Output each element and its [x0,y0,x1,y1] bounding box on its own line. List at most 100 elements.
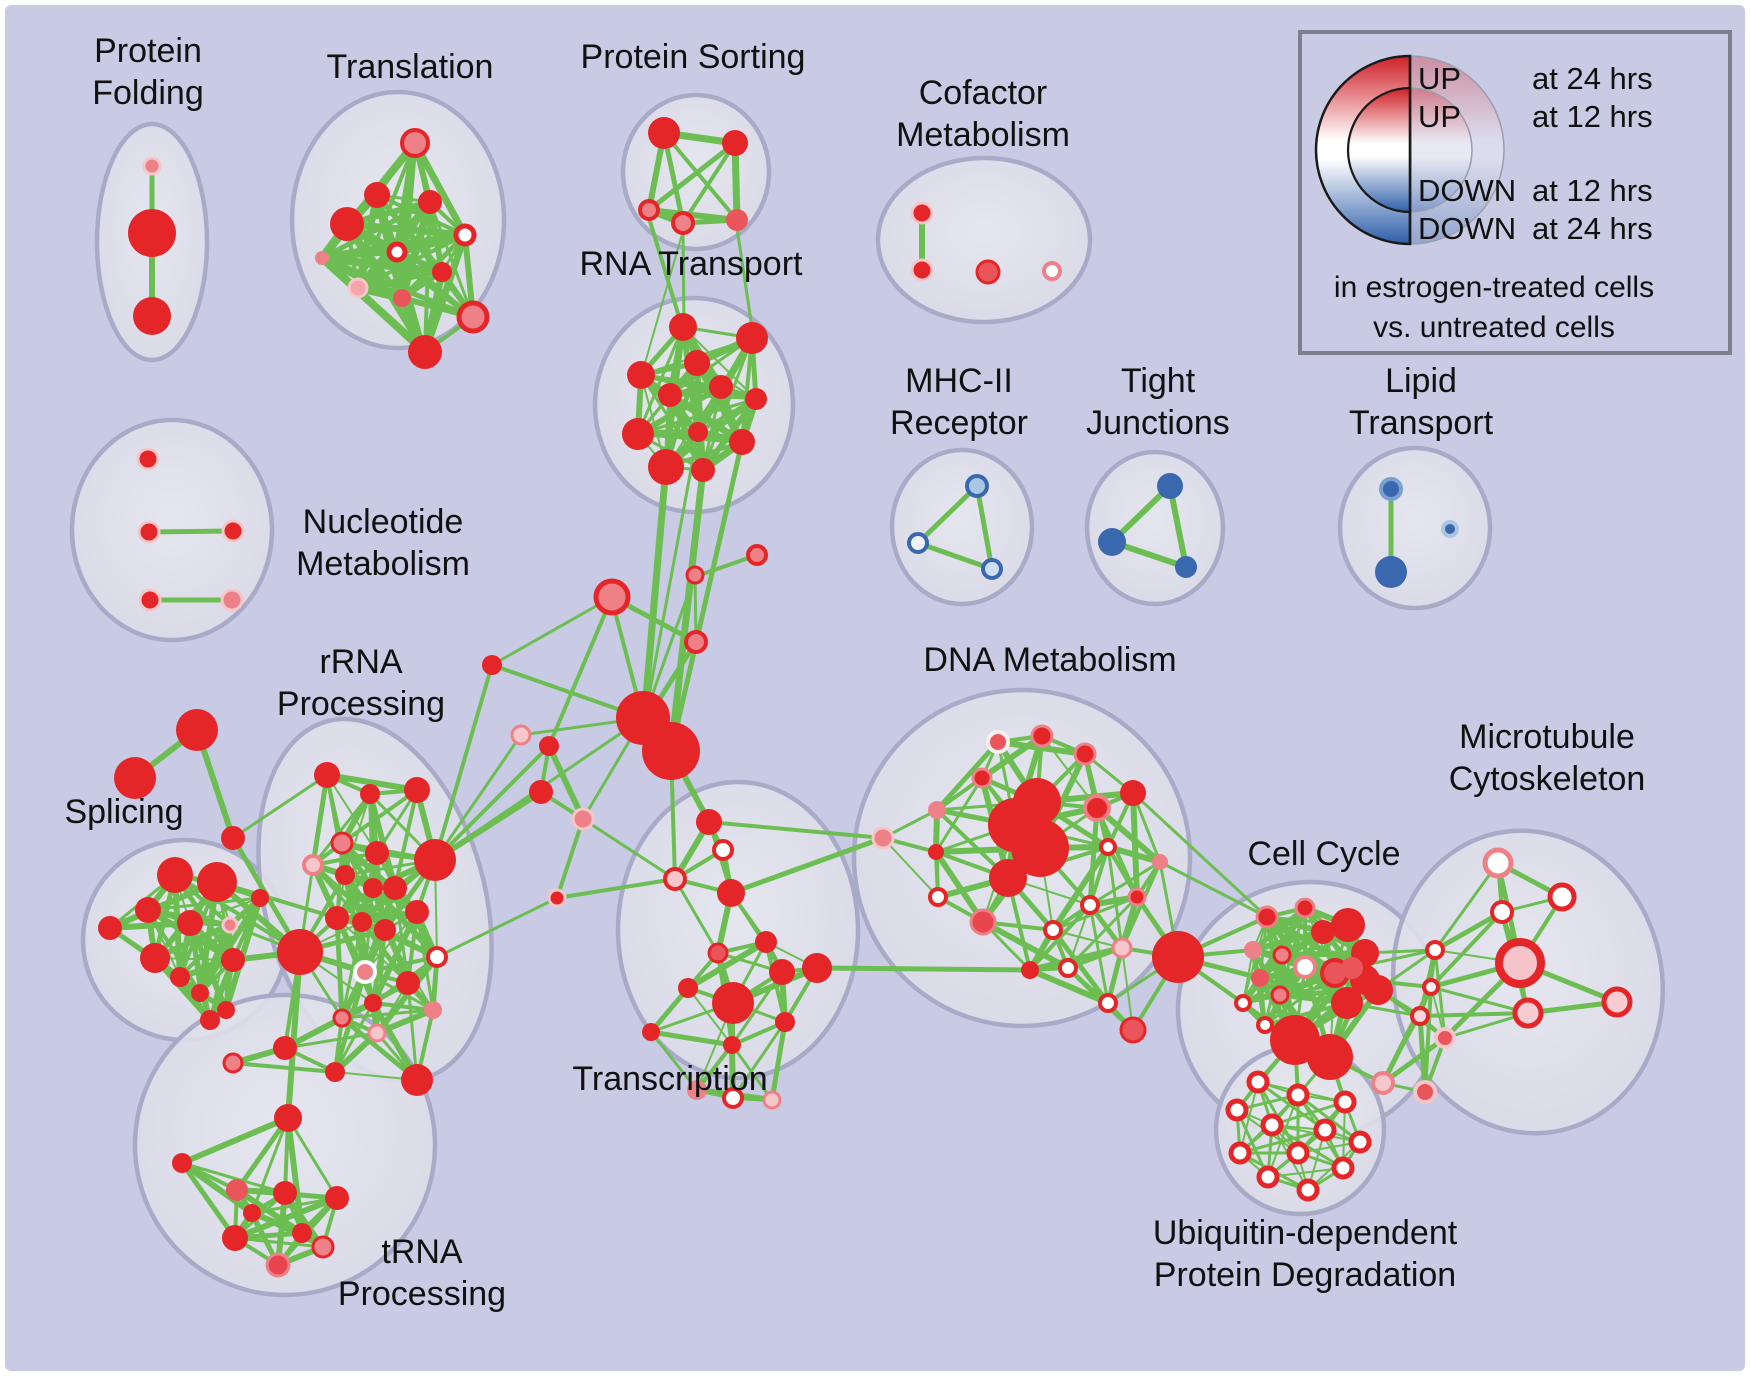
gene-node-nucleotide-metabolism [138,588,162,612]
gene-node-translation [347,277,369,299]
edge [1130,792,1140,898]
gene-node-transcription [775,1012,795,1032]
gene-node-trna-processing [226,1179,248,1201]
gene-node-rrna-processing [414,839,456,881]
gene-node-cell-cycle [1251,969,1269,987]
gene-node-dna-metabolism [928,887,948,907]
gene-node-splicing [140,943,170,973]
gene-node-dna-metabolism [928,844,944,860]
gene-node-rna-transport [669,313,697,341]
edge [740,337,754,443]
gene-node-dna-metabolism [1043,920,1063,940]
edge [980,733,1044,781]
gene-node-dna-metabolism [1011,819,1069,877]
gene-node-microtubule-cytoskeleton [1512,997,1544,1029]
gene-node-rna-transport [648,449,684,485]
gene-node-ubiquitin-degradation [1286,1083,1310,1107]
edge [730,835,884,896]
gene-node-ubiquitin-degradation [1246,1070,1270,1094]
gene-node-microtubule-cytoskeleton [1371,1071,1395,1095]
gene-node-tight-junctions [1175,556,1197,578]
gene-node-tight-junctions [1098,528,1126,556]
edge [109,920,191,931]
edge [1433,949,1447,1039]
legend-caption-0: in estrogen-treated cells [1334,271,1654,304]
edge [251,1196,338,1215]
gene-node-rrna-processing [353,960,377,984]
gene-node-cell-cycle [1307,1034,1353,1080]
legend-direction-1: UP [1418,99,1461,134]
gene-node-nucleotide-metabolism [136,447,160,471]
gene-node-rrna-processing [302,854,324,876]
edge [321,255,474,320]
edge [285,951,303,1119]
cluster-label-nucleotide-metabolism: Nucleotide Metabolism [296,503,470,583]
gene-node-translation [400,128,430,158]
gene-node-bridge [746,544,768,566]
gene-node-rrna-processing [363,878,383,898]
gene-node-rna-transport [688,422,708,442]
gene-node-protein-folding [128,209,176,257]
gene-node-splicing [221,916,239,934]
edge [1433,909,1504,953]
gene-node-translation [418,190,442,214]
edge [370,929,388,1004]
gene-node-microtubule-cytoskeleton [1495,938,1545,988]
gene-node-dna-metabolism [986,730,1010,754]
edge [173,873,302,954]
edge [673,878,720,954]
edge [1251,906,1307,952]
edge [406,982,419,1081]
edge [384,929,434,1011]
cluster-outline-cofactor-metabolism [875,155,1093,325]
edge [286,1117,339,1199]
gene-node-cofactor-metabolism [910,201,934,225]
legend-glyph-inner-left [1346,86,1412,214]
gene-node-mhc-ii-receptor [981,558,1003,580]
edge [341,1008,434,1020]
edge [1107,844,1161,865]
gene-node-cell-cycle [1331,987,1363,1019]
edge [647,217,685,331]
gene-node-bridge [176,709,218,751]
gene-node-cell-cycle [1255,905,1279,929]
gene-node-splicing [177,910,203,936]
edge [917,540,993,572]
gene-node-cell-cycle [1234,994,1252,1012]
gene-node-cell-cycle [1294,897,1316,919]
gene-node-protein-folding [142,156,162,176]
gene-node-trna-processing [243,1204,261,1222]
edge [320,199,432,261]
edge [700,397,759,472]
gene-node-trna-processing [274,1104,302,1132]
legend-box [1298,30,1732,355]
gene-node-ubiquitin-degradation [1333,1090,1357,1114]
edge [1051,928,1110,1005]
edge [1089,860,1161,907]
gene-node-dna-metabolism [1119,1016,1147,1044]
gene-node-translation [456,300,490,334]
nodes [98,117,1633,1278]
gene-node-nucleotide-metabolism [221,519,245,543]
edge [393,789,419,889]
gene-node-nucleotide-metabolism [137,520,161,544]
gene-node-rna-transport [745,388,767,410]
edge [326,774,378,854]
cluster-label-ubiquitin-degradation: Ubiquitin-dependent Protein Degradation [1153,1214,1458,1294]
edge [310,774,330,866]
gene-node-transcription [539,736,559,756]
legend-direction-2: DOWN [1418,173,1516,208]
edge [181,1161,286,1195]
edge [637,397,757,436]
edge [411,141,469,237]
gene-node-dna-metabolism [928,801,946,819]
gene-node-transcription [769,959,795,985]
gene-node-rna-transport [627,361,655,389]
legend-direction-0: UP [1418,61,1461,96]
legend-glyph-inner-right [1409,87,1473,213]
edge [974,485,995,570]
gene-node-rrna-processing [273,1036,297,1060]
edge [643,431,700,718]
gene-node-translation [386,241,408,263]
gene-node-rrna-processing [330,831,354,855]
